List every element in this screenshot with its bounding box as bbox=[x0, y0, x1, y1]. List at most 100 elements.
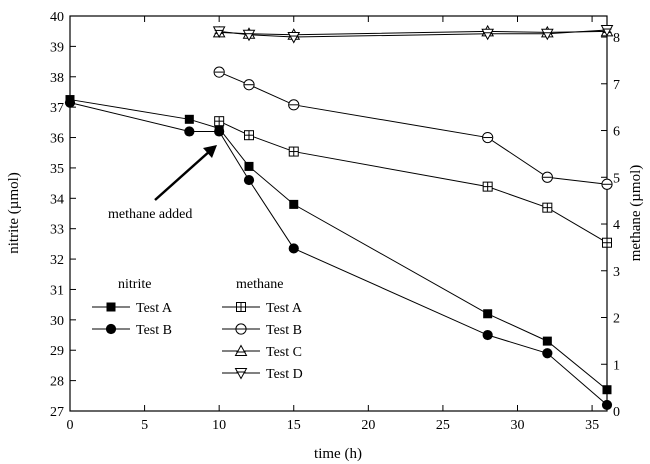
data-point bbox=[243, 174, 255, 186]
data-point bbox=[184, 126, 195, 137]
y-right-tick-label: 8 bbox=[613, 31, 620, 46]
series-line bbox=[219, 29, 608, 38]
legend-item: Test B bbox=[222, 323, 302, 338]
x-tick-label: 25 bbox=[436, 418, 450, 433]
data-point bbox=[64, 97, 76, 108]
data-point bbox=[288, 243, 299, 254]
y-left-tick-label: 36 bbox=[50, 132, 64, 147]
legend-marker bbox=[105, 323, 117, 335]
series-nitrite-test-a bbox=[65, 95, 612, 395]
legend-marker bbox=[234, 344, 248, 356]
data-point bbox=[602, 385, 612, 395]
data-point bbox=[288, 99, 300, 111]
series-methane-test-a bbox=[214, 116, 612, 248]
data-point-shape bbox=[212, 26, 226, 38]
y-left-tick-label: 34 bbox=[50, 192, 64, 207]
legend-item: Test C bbox=[222, 344, 302, 360]
series-methane-test-d bbox=[212, 25, 614, 44]
data-point-shape bbox=[540, 28, 554, 41]
y-right-tick-label: 5 bbox=[613, 171, 620, 186]
series-line bbox=[69, 99, 608, 391]
y-left-tick-label: 31 bbox=[50, 283, 64, 298]
x-tick-label: 10 bbox=[212, 418, 226, 433]
data-point bbox=[541, 171, 553, 183]
data-point bbox=[542, 336, 552, 346]
x-tick-label: 15 bbox=[287, 418, 301, 433]
data-point bbox=[287, 32, 301, 44]
y-right-tick-label: 7 bbox=[613, 78, 620, 93]
legend-label: Test C bbox=[266, 345, 302, 360]
y-right-tick-label: 6 bbox=[613, 125, 620, 140]
data-point bbox=[601, 399, 613, 411]
legend-item: Test B bbox=[92, 323, 172, 338]
data-point bbox=[542, 348, 553, 359]
annotation-label: methane added bbox=[108, 207, 192, 222]
x-tick-label: 0 bbox=[67, 418, 74, 433]
data-point-shape bbox=[287, 32, 301, 44]
data-point bbox=[289, 199, 299, 209]
series-methane-test-b bbox=[213, 66, 613, 190]
data-point bbox=[482, 131, 494, 144]
x-tick-label: 35 bbox=[585, 418, 599, 433]
x-axis-title: time (h) bbox=[314, 446, 362, 462]
legend: nitrite methane Test A Test B Test A Test B… bbox=[92, 277, 303, 382]
data-point bbox=[184, 114, 194, 124]
data-point bbox=[212, 26, 226, 38]
legend-item: Test A bbox=[222, 301, 303, 316]
series-nitrite-test-b bbox=[64, 97, 613, 411]
data-point bbox=[481, 28, 495, 41]
series-layer bbox=[64, 24, 614, 411]
x-tick-label: 30 bbox=[511, 418, 525, 433]
x-tick-label: 5 bbox=[141, 418, 148, 433]
legend-nitrite-title: nitrite bbox=[118, 277, 151, 292]
legend-label: Test D bbox=[266, 367, 303, 382]
y-left-tick-label: 32 bbox=[50, 253, 64, 268]
legend-marker bbox=[234, 368, 248, 380]
y-left-tick-label: 30 bbox=[50, 314, 64, 329]
data-point bbox=[540, 28, 554, 41]
legend-marker bbox=[106, 302, 116, 312]
data-point bbox=[213, 66, 225, 78]
y-right-tick-label: 4 bbox=[613, 218, 620, 233]
series-methane-test-c bbox=[212, 24, 614, 40]
y-axis-left-title: nitrite (µmol) bbox=[6, 172, 22, 254]
y-left-tick-label: 38 bbox=[50, 71, 64, 86]
annotation-arrow bbox=[154, 149, 212, 201]
data-point bbox=[542, 202, 553, 213]
annotation-arrowhead bbox=[203, 145, 217, 158]
y-right-tick-label: 2 bbox=[613, 312, 620, 327]
data-point bbox=[482, 181, 493, 192]
y-right-tick-label: 1 bbox=[613, 358, 620, 373]
y-left-tick-label: 27 bbox=[50, 405, 64, 420]
legend-label: Test B bbox=[136, 323, 172, 338]
y-left-tick-label: 40 bbox=[50, 10, 64, 25]
data-point bbox=[482, 329, 493, 341]
data-point bbox=[602, 237, 612, 248]
annotation: methane added bbox=[108, 145, 217, 222]
legend-methane-title: methane bbox=[236, 277, 283, 292]
data-point bbox=[288, 146, 299, 157]
data-point bbox=[601, 178, 613, 190]
legend-item: Test A bbox=[92, 301, 173, 316]
legend-label: Test A bbox=[266, 301, 303, 316]
data-point bbox=[242, 29, 256, 42]
legend-item: Test D bbox=[222, 367, 303, 382]
data-point-shape bbox=[242, 29, 256, 42]
data-point bbox=[244, 161, 254, 171]
series-line bbox=[69, 102, 608, 406]
axis-ticks: 0 5 10 15 20 25 30 3527282930313233343536373839… bbox=[50, 10, 620, 433]
data-point bbox=[600, 25, 614, 37]
y-axis-right-title: methane (µmol) bbox=[628, 165, 644, 262]
series-line bbox=[218, 71, 608, 185]
data-point bbox=[214, 116, 225, 127]
x-tick-label: 20 bbox=[361, 418, 375, 433]
y-left-tick-label: 37 bbox=[50, 101, 64, 116]
data-point-shape bbox=[481, 28, 495, 41]
data-point-shape bbox=[600, 25, 614, 37]
data-point bbox=[243, 79, 255, 91]
legend-marker-shape bbox=[234, 368, 248, 380]
y-left-tick-label: 35 bbox=[50, 162, 64, 177]
legend-label: Test B bbox=[266, 323, 302, 338]
y-right-tick-label: 3 bbox=[613, 265, 620, 280]
y-right-tick-label: 0 bbox=[613, 405, 620, 420]
